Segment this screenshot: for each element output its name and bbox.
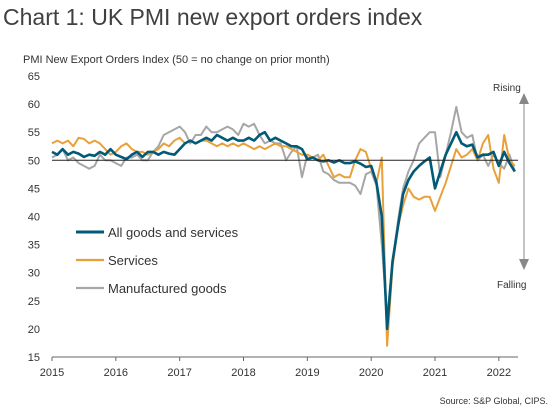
y-tick-label: 60 [28, 99, 40, 111]
x-tick-label: 2022 [487, 367, 511, 379]
x-tick-label: 2021 [423, 367, 447, 379]
y-tick-label: 50 [28, 155, 40, 167]
y-tick-label: 35 [28, 240, 40, 252]
legend-label: Manufactured goods [108, 281, 227, 296]
up-arrowhead-icon [519, 93, 529, 104]
legend-label: Services [108, 253, 158, 268]
series-line-services [51, 134, 516, 347]
y-tick-label: 30 [28, 268, 40, 280]
x-tick-label: 2018 [231, 367, 255, 379]
y-tick-label: 15 [28, 352, 40, 364]
y-tick-label: 65 [28, 71, 40, 83]
x-tick-label: 2015 [40, 367, 64, 379]
x-tick-label: 2020 [359, 367, 383, 379]
chart-title: Chart 1: UK PMI new export orders index [3, 4, 423, 30]
x-tick-label: 2016 [104, 367, 128, 379]
y-tick-label: 25 [28, 296, 40, 308]
down-arrowhead-icon [519, 259, 529, 270]
legend-label: All goods and services [108, 225, 239, 240]
source-note: Source: S&P Global, CIPS. [439, 396, 548, 406]
x-tick-label: 2019 [295, 367, 319, 379]
y-tick-label: 40 [28, 212, 40, 224]
falling-label: Falling [497, 280, 526, 291]
y-axis-description: PMI New Export Orders Index (50 = no cha… [23, 54, 330, 66]
y-tick-label: 55 [28, 127, 40, 139]
series-line-all-goods-and-services [51, 130, 516, 331]
x-tick-label: 2017 [167, 367, 191, 379]
y-tick-label: 45 [28, 183, 40, 195]
y-tick-label: 20 [28, 324, 40, 336]
rising-label: Rising [493, 83, 521, 94]
